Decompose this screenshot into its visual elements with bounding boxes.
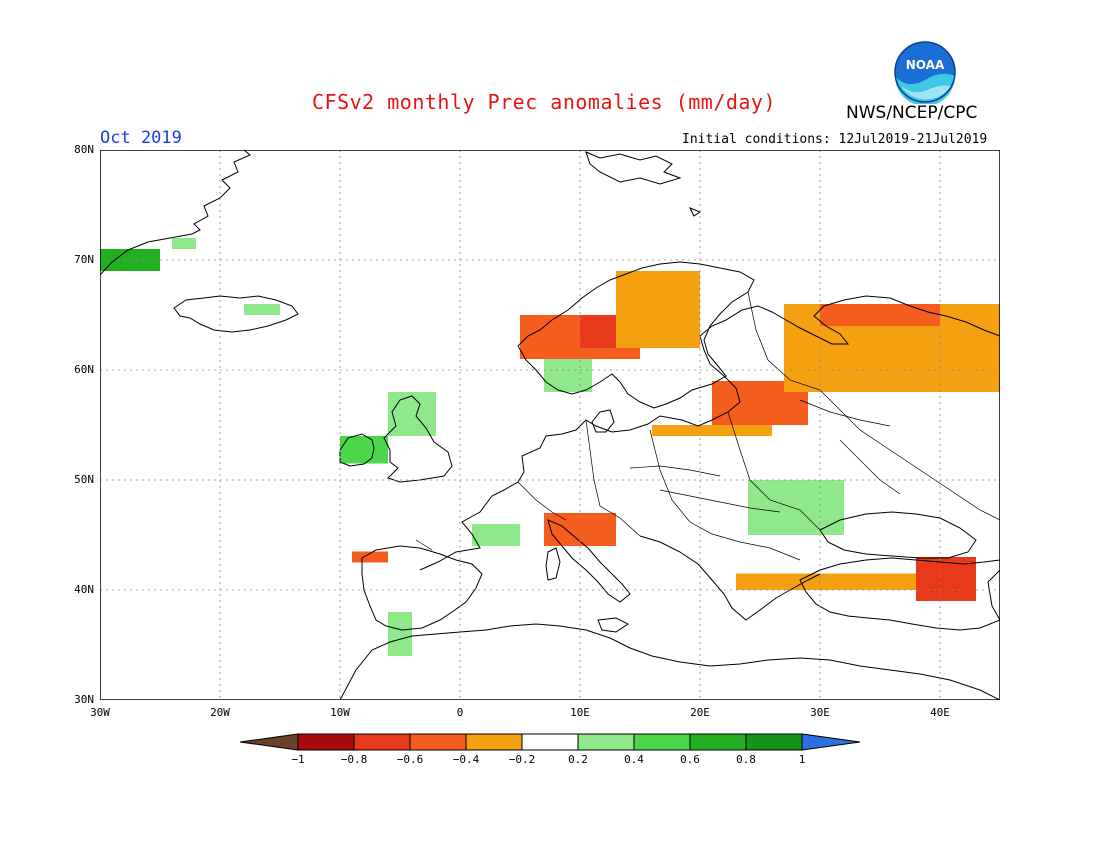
lon-label: 30E	[810, 706, 830, 719]
noaa-logo-text: NOAA	[906, 58, 945, 72]
colorbar-over-triangle	[801, 733, 860, 751]
lat-label: 50N	[74, 473, 94, 486]
colorbar-tick-label: −0.2	[508, 753, 536, 766]
colorbar-segment	[297, 733, 355, 751]
colorbar-segment	[409, 733, 467, 751]
colorbar-tick-label: −0.6	[396, 753, 424, 766]
lat-label: 60N	[74, 363, 94, 376]
colorbar-tick-label: 1	[798, 753, 806, 766]
colorbar-segment	[521, 733, 579, 751]
lon-label: 0	[456, 706, 464, 719]
colorbar-tick-label: 0.2	[568, 753, 588, 766]
lon-label: 30W	[90, 706, 110, 719]
anomaly-region	[652, 425, 772, 436]
anomaly-region	[748, 480, 844, 535]
grid-layer	[100, 150, 1000, 700]
lat-label: 40N	[74, 583, 94, 596]
lat-label: 80N	[74, 143, 94, 156]
coastline-layer	[100, 150, 1000, 700]
anomaly-region	[172, 238, 196, 249]
anomaly-region	[736, 573, 928, 590]
colorbar-segment	[577, 733, 635, 751]
agency-label: NWS/NCEP/CPC	[846, 103, 978, 123]
lon-label: 20W	[210, 706, 230, 719]
anomaly-region	[244, 304, 280, 315]
map-title: CFSv2 monthly Prec anomalies (mm/day)	[312, 90, 777, 114]
colorbar-under-triangle	[240, 733, 299, 751]
lon-label: 10W	[330, 706, 350, 719]
lon-label: 20E	[690, 706, 710, 719]
colorbar-tick-label: 0.8	[736, 753, 756, 766]
colorbar-tick-label: 0.4	[624, 753, 644, 766]
colorbar-segment	[465, 733, 523, 751]
lon-label: 10E	[570, 706, 590, 719]
lon-label: 40E	[930, 706, 950, 719]
colorbar-segment	[633, 733, 691, 751]
anomaly-fill-layer	[100, 238, 1000, 656]
period-label: Oct 2019	[100, 128, 182, 148]
lat-label: 70N	[74, 253, 94, 266]
colorbar-segment	[353, 733, 411, 751]
anomaly-region	[544, 359, 592, 392]
colorbar-tick-label: −1	[291, 753, 305, 766]
anomaly-region	[388, 612, 412, 656]
colorbar-segment	[745, 733, 803, 751]
anomaly-region	[340, 436, 388, 464]
anomaly-map	[100, 150, 1000, 700]
noaa-logo: NOAA	[894, 41, 956, 104]
initial-conditions-label: Initial conditions: 12Jul2019-21Jul2019	[682, 132, 988, 147]
anomaly-region	[580, 315, 616, 348]
anomaly-region	[388, 392, 436, 436]
colorbar-segment	[689, 733, 747, 751]
lat-label: 30N	[74, 693, 94, 706]
anomaly-region	[616, 271, 700, 348]
colorbar-tick-label: −0.8	[340, 753, 368, 766]
anomaly-region	[472, 524, 520, 546]
anomaly-region	[820, 304, 940, 326]
colorbar-tick-label: −0.4	[452, 753, 480, 766]
colorbar-tick-label: 0.6	[680, 753, 700, 766]
anomaly-region	[916, 557, 976, 601]
colorbar	[240, 733, 860, 751]
anomaly-region	[352, 551, 388, 563]
